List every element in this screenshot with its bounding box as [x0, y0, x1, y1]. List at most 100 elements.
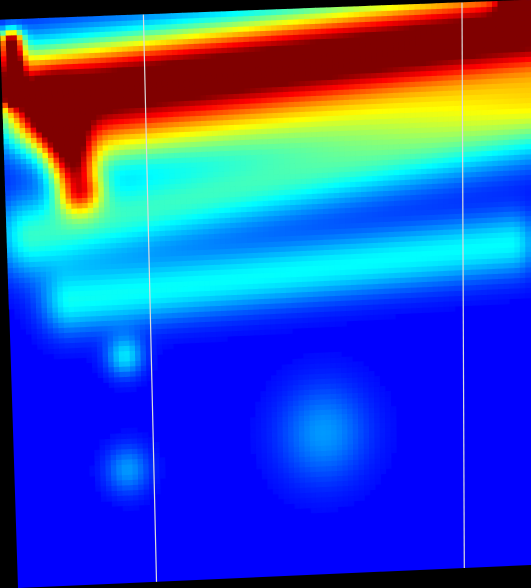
heatmap-cell	[299, 80, 306, 87]
heatmap-cell	[45, 265, 52, 272]
heatmap-cell	[142, 437, 149, 444]
heatmap-cell	[316, 105, 323, 112]
heatmap-cell	[327, 166, 335, 173]
heatmap-cell	[198, 280, 205, 287]
heatmap-cell	[231, 304, 239, 311]
heatmap-cell	[287, 13, 294, 20]
heatmap-cell	[253, 277, 260, 284]
heatmap-cell	[248, 324, 255, 331]
heatmap-cell	[291, 281, 298, 288]
heatmap-cell	[36, 328, 43, 335]
heatmap-cell	[49, 33, 57, 40]
heatmap-cell	[277, 421, 284, 428]
heatmap-cell	[320, 409, 327, 416]
heatmap-cell	[14, 313, 21, 320]
heatmap-cell	[229, 191, 236, 198]
heatmap-cell	[63, 125, 70, 132]
heatmap-cell	[190, 130, 197, 137]
heatmap-cell	[270, 328, 277, 335]
heatmap-cell	[28, 70, 36, 77]
heatmap-cell	[128, 97, 136, 104]
heatmap-cell	[54, 177, 61, 184]
heatmap-cell	[33, 54, 41, 61]
heatmap-cell	[348, 37, 355, 44]
heatmap-cell	[8, 293, 15, 300]
heatmap-cell	[194, 58, 201, 65]
heatmap-cell	[62, 270, 69, 277]
heatmap-cell	[59, 177, 66, 184]
heatmap-cell	[33, 49, 41, 56]
heatmap-cell	[111, 278, 118, 285]
heatmap-cell	[84, 78, 91, 85]
heatmap-cell	[186, 208, 193, 215]
heatmap-cell	[312, 244, 319, 251]
heatmap-cell	[344, 202, 352, 209]
heatmap-cell	[108, 376, 115, 383]
heatmap-cell	[55, 234, 62, 241]
heatmap-cell	[150, 60, 157, 67]
heatmap-cell	[117, 71, 124, 78]
heatmap-cell	[325, 398, 332, 405]
heatmap-cell	[326, 38, 333, 45]
heatmap-cell	[127, 468, 134, 476]
heatmap-cell	[154, 472, 161, 479]
heatmap-cell	[345, 294, 353, 301]
heatmap-cell	[321, 84, 328, 91]
heatmap-cell	[254, 15, 261, 22]
heatmap-cell	[346, 315, 353, 322]
heatmap-cell	[252, 257, 259, 264]
heatmap-cell	[6, 76, 14, 83]
heatmap-cell	[308, 378, 316, 385]
heatmap-cell	[217, 114, 224, 121]
heatmap-cell	[140, 334, 147, 341]
heatmap-cell	[152, 183, 160, 191]
heatmap-cell	[322, 192, 330, 199]
heatmap-cell	[222, 124, 230, 131]
heatmap-cell	[357, 397, 364, 404]
heatmap-cell	[110, 237, 117, 244]
heatmap-cell	[79, 290, 86, 297]
heatmap-cell	[192, 249, 199, 256]
heatmap-cell	[92, 367, 99, 374]
heatmap-cell	[122, 76, 130, 83]
heatmap-cell	[349, 170, 357, 178]
heatmap-cell	[105, 268, 113, 275]
heatmap-cell	[225, 232, 232, 239]
heatmap-cell	[281, 374, 288, 381]
heatmap-cell	[184, 110, 191, 117]
heatmap-cell	[45, 270, 53, 277]
heatmap-cell	[5, 29, 12, 36]
heatmap-cell	[44, 28, 51, 35]
heatmap-cell	[9, 168, 17, 176]
heatmap-cell	[73, 94, 81, 101]
heatmap-cell	[100, 490, 107, 497]
heatmap-cell	[335, 372, 343, 379]
heatmap-cell	[95, 305, 103, 312]
heatmap-cell	[294, 116, 301, 123]
heatmap-cell	[51, 94, 59, 102]
heatmap-cell	[122, 505, 129, 512]
heatmap-cell	[243, 46, 250, 53]
heatmap-cell	[317, 208, 324, 215]
heatmap-cell	[193, 32, 200, 39]
heatmap-cell	[233, 72, 240, 79]
heatmap-cell	[311, 177, 318, 184]
heatmap-cell	[239, 149, 247, 156]
heatmap-cell	[154, 29, 162, 36]
heatmap-cell	[364, 489, 371, 496]
heatmap-cell	[244, 113, 252, 120]
heatmap-cell	[57, 120, 65, 127]
heatmap-cell	[333, 171, 340, 178]
heatmap-cell	[177, 64, 185, 71]
heatmap-cell	[18, 261, 25, 268]
heatmap-cell	[282, 44, 289, 51]
heatmap-cell	[355, 196, 362, 203]
heatmap-cell	[3, 153, 11, 160]
heatmap-cell	[78, 254, 85, 261]
heatmap-cell	[243, 20, 250, 27]
heatmap-cell	[336, 454, 344, 461]
heatmap-cell	[298, 399, 305, 406]
heatmap-cell	[176, 17, 184, 24]
heatmap-cell	[329, 285, 336, 292]
